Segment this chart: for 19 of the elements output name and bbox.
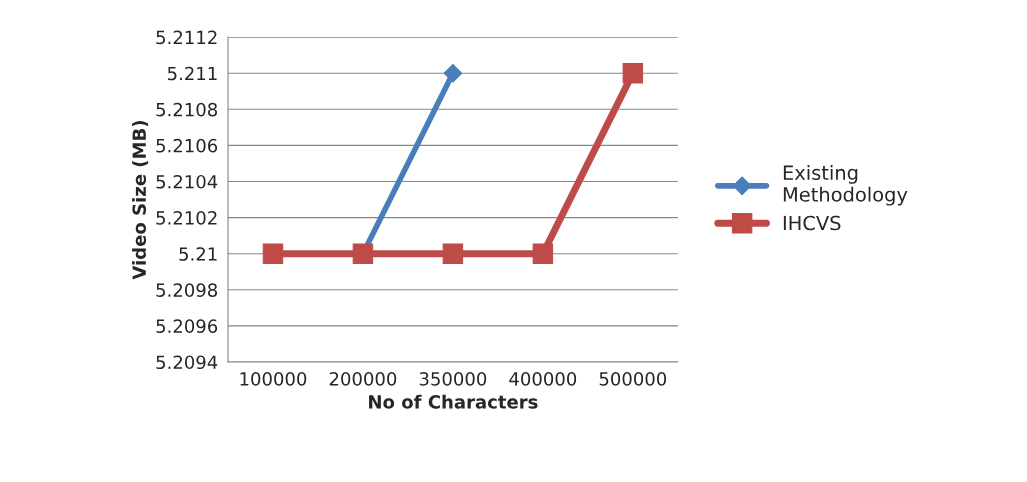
x-tick-label: 200000 bbox=[329, 372, 397, 386]
x-tick-label: 500000 bbox=[599, 372, 667, 386]
y-tick-label: 5.2102 bbox=[156, 211, 217, 225]
y-tick-label: 5.2094 bbox=[156, 355, 218, 370]
legend-label: Existing Methodology bbox=[783, 164, 908, 206]
y-tick-label: 5.2096 bbox=[156, 319, 218, 333]
x-tick-label: 400000 bbox=[509, 372, 577, 386]
y-tick-label: 5.2098 bbox=[156, 283, 218, 297]
x-axis-title: No of Characters bbox=[369, 394, 538, 409]
y-tick-label: 5.2112 bbox=[156, 30, 217, 45]
y-tick-label: 5.2106 bbox=[156, 138, 218, 153]
y-tick-label: 5.211 bbox=[167, 66, 217, 81]
y-tick-label: 5.2104 bbox=[156, 174, 218, 189]
y-axis-title: Video Size (MB) bbox=[132, 121, 149, 280]
y-tick-label: 5.21 bbox=[179, 247, 217, 261]
x-tick-label: 100000 bbox=[240, 372, 307, 386]
x-tick-label: 350000 bbox=[419, 372, 487, 386]
legend-label: IHCVS bbox=[783, 215, 841, 231]
y-tick-label: 5.2108 bbox=[156, 102, 218, 117]
